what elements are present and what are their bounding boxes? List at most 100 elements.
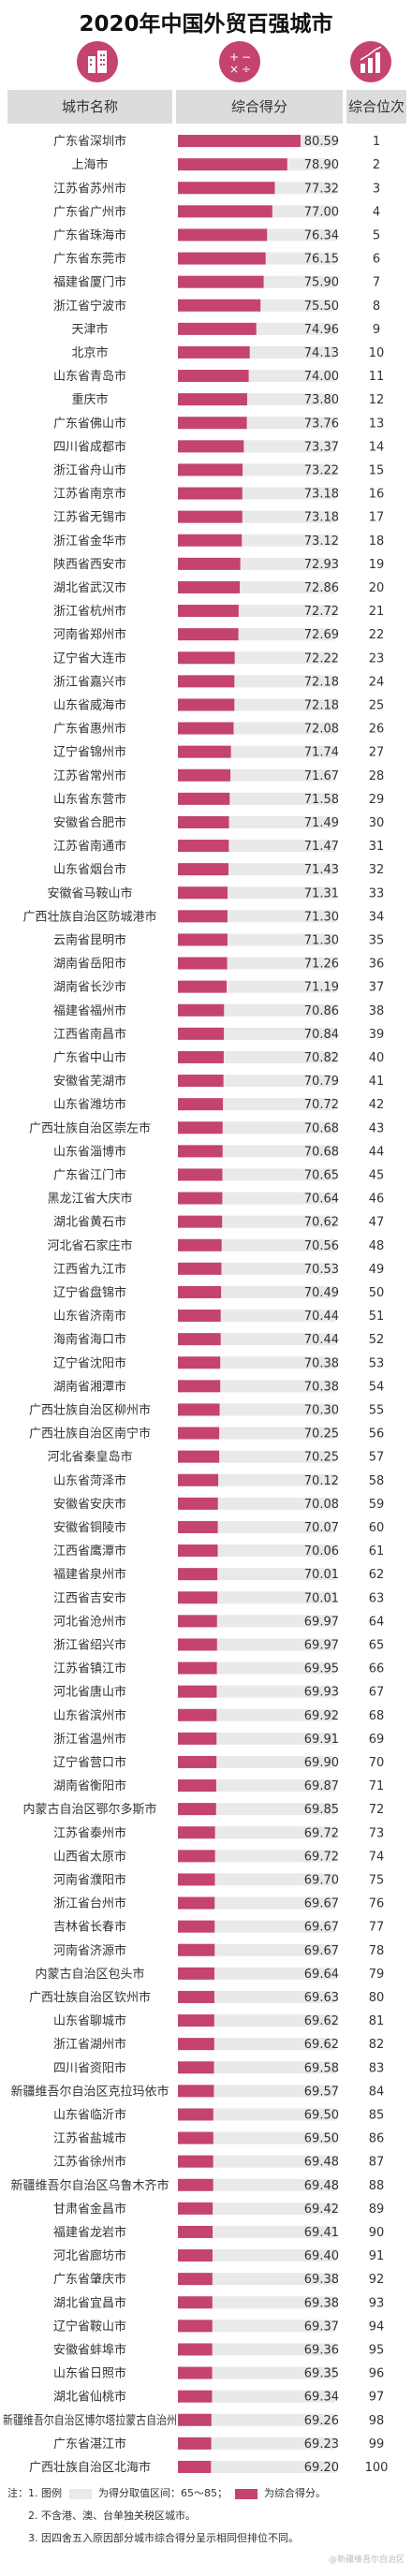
rank-label: 83 bbox=[369, 2061, 385, 2075]
bar bbox=[178, 1779, 216, 1793]
bar-track bbox=[178, 1708, 335, 1721]
ranking-bar-chart: 广东省深圳市 80.59 1 上海市 78.90 2 江苏省苏州市 77.32 3 广东省广州市 7… bbox=[3, 134, 388, 2475]
score-label: 73.76 bbox=[304, 417, 339, 431]
rank-label: 64 bbox=[369, 1615, 385, 1629]
city-label: 新疆维吾尔自治区博尔塔拉蒙古自治州 bbox=[3, 2413, 177, 2428]
footnotes: 注：1. 图例 为得分取值区间：65～85； 为综合得分。 2. 不含港、澳、台… bbox=[7, 2482, 410, 2550]
bar-track bbox=[178, 1896, 335, 1910]
city-label: 河北省廊坊市 bbox=[53, 2248, 126, 2263]
bar bbox=[178, 2014, 214, 2027]
rank-label: 67 bbox=[369, 1686, 385, 1700]
rank-label: 71 bbox=[369, 1779, 385, 1793]
rank-label: 63 bbox=[369, 1591, 385, 1605]
rank-label: 51 bbox=[369, 1310, 385, 1324]
rank-label: 36 bbox=[369, 958, 385, 972]
city-label: 辽宁省营口市 bbox=[53, 1755, 126, 1770]
city-label: 广东省江门市 bbox=[53, 1167, 126, 1182]
score-label: 69.37 bbox=[304, 2320, 339, 2334]
bar-track bbox=[178, 1779, 335, 1793]
score-label: 70.53 bbox=[304, 1263, 339, 1277]
city-label: 广东省湛江市 bbox=[53, 2437, 126, 2452]
city-label: 广西壮族自治区防城港市 bbox=[22, 909, 156, 924]
rank-label: 66 bbox=[369, 1662, 385, 1676]
city-label: 广西壮族自治区柳州市 bbox=[29, 1402, 151, 1417]
city-label: 广东省中山市 bbox=[53, 1050, 126, 1065]
score-label: 69.57 bbox=[304, 2085, 339, 2099]
bar-track bbox=[178, 2061, 335, 2074]
city-label: 辽宁省大连市 bbox=[53, 651, 126, 666]
rank-label: 88 bbox=[369, 2179, 385, 2193]
bar bbox=[178, 792, 230, 805]
score-label: 72.22 bbox=[304, 651, 339, 666]
header-city-name: 城市名称 bbox=[7, 90, 172, 124]
city-label: 河南省郑州市 bbox=[53, 627, 126, 642]
bar bbox=[178, 722, 234, 735]
score-label: 69.92 bbox=[304, 1709, 339, 1723]
rank-label: 52 bbox=[369, 1333, 385, 1347]
rank-label: 74 bbox=[369, 1850, 385, 1864]
rank-label: 42 bbox=[369, 1098, 385, 1112]
rank-label: 87 bbox=[369, 2156, 385, 2170]
bar-track bbox=[178, 2202, 335, 2215]
rank-label: 46 bbox=[369, 1193, 385, 1207]
rank-label: 76 bbox=[369, 1897, 385, 1911]
bar bbox=[178, 2225, 213, 2238]
rank-label: 19 bbox=[369, 558, 385, 572]
bar bbox=[178, 957, 228, 970]
city-label: 广西壮族自治区南宁市 bbox=[29, 1427, 151, 1442]
rank-label: 99 bbox=[369, 2437, 385, 2452]
score-label: 70.38 bbox=[304, 1380, 339, 1394]
rank-label: 20 bbox=[369, 581, 385, 595]
score-label: 72.18 bbox=[304, 698, 339, 712]
bar bbox=[178, 2343, 213, 2356]
score-label: 72.18 bbox=[304, 675, 339, 689]
score-label: 69.41 bbox=[304, 2226, 339, 2240]
bar-track bbox=[178, 2014, 335, 2027]
bar bbox=[178, 1638, 217, 1651]
rank-label: 94 bbox=[369, 2320, 385, 2334]
rank-label: 70 bbox=[369, 1756, 385, 1770]
bar bbox=[178, 1121, 223, 1134]
bar bbox=[178, 1615, 217, 1628]
score-label: 71.74 bbox=[304, 746, 339, 760]
city-label: 浙江省嘉兴市 bbox=[53, 674, 126, 689]
bar-track bbox=[178, 1615, 335, 1628]
rank-label: 44 bbox=[369, 1145, 385, 1159]
score-label: 75.90 bbox=[304, 276, 339, 290]
score-label: 70.65 bbox=[304, 1168, 339, 1182]
bar bbox=[178, 1027, 225, 1040]
city-label: 湖北省黄石市 bbox=[53, 1215, 126, 1230]
bar-track bbox=[178, 2460, 335, 2473]
rank-label: 22 bbox=[369, 628, 385, 642]
city-label: 河南省濮阳市 bbox=[53, 1872, 126, 1887]
score-label: 69.36 bbox=[304, 2343, 339, 2357]
city-label: 江苏省徐州市 bbox=[53, 2155, 126, 2170]
score-label: 69.42 bbox=[304, 2203, 339, 2217]
city-label: 山东省滨州市 bbox=[53, 1708, 126, 1723]
bar-track bbox=[178, 1732, 335, 1745]
city-label: 辽宁省锦州市 bbox=[53, 745, 126, 760]
bar-track bbox=[178, 2413, 335, 2426]
score-label: 69.67 bbox=[304, 1897, 339, 1911]
bar bbox=[178, 1661, 217, 1675]
svg-text:−: − bbox=[242, 51, 251, 64]
svg-text:+: + bbox=[229, 51, 239, 64]
city-label: 广西壮族自治区北海市 bbox=[29, 2460, 151, 2475]
rank-label: 73 bbox=[369, 1826, 385, 1840]
score-label: 70.12 bbox=[304, 1474, 339, 1488]
svg-text:×: × bbox=[229, 63, 239, 76]
score-label: 69.97 bbox=[304, 1615, 339, 1629]
bar bbox=[178, 1803, 216, 1816]
rank-label: 75 bbox=[369, 1873, 385, 1887]
rank-label: 31 bbox=[369, 840, 385, 854]
bar bbox=[178, 2249, 213, 2262]
city-label: 山东省临沂市 bbox=[53, 2107, 126, 2122]
city-label: 湖南省衡阳市 bbox=[53, 1778, 126, 1793]
rank-label: 77 bbox=[369, 1921, 385, 1935]
bar-track bbox=[178, 1638, 335, 1651]
score-label: 70.84 bbox=[304, 1028, 339, 1042]
bar bbox=[178, 1708, 217, 1721]
bar bbox=[178, 2437, 212, 2450]
score-label: 76.15 bbox=[304, 253, 339, 267]
note-1: 注：1. 图例 为得分取值区间：65～85； 为综合得分。 bbox=[7, 2482, 410, 2505]
